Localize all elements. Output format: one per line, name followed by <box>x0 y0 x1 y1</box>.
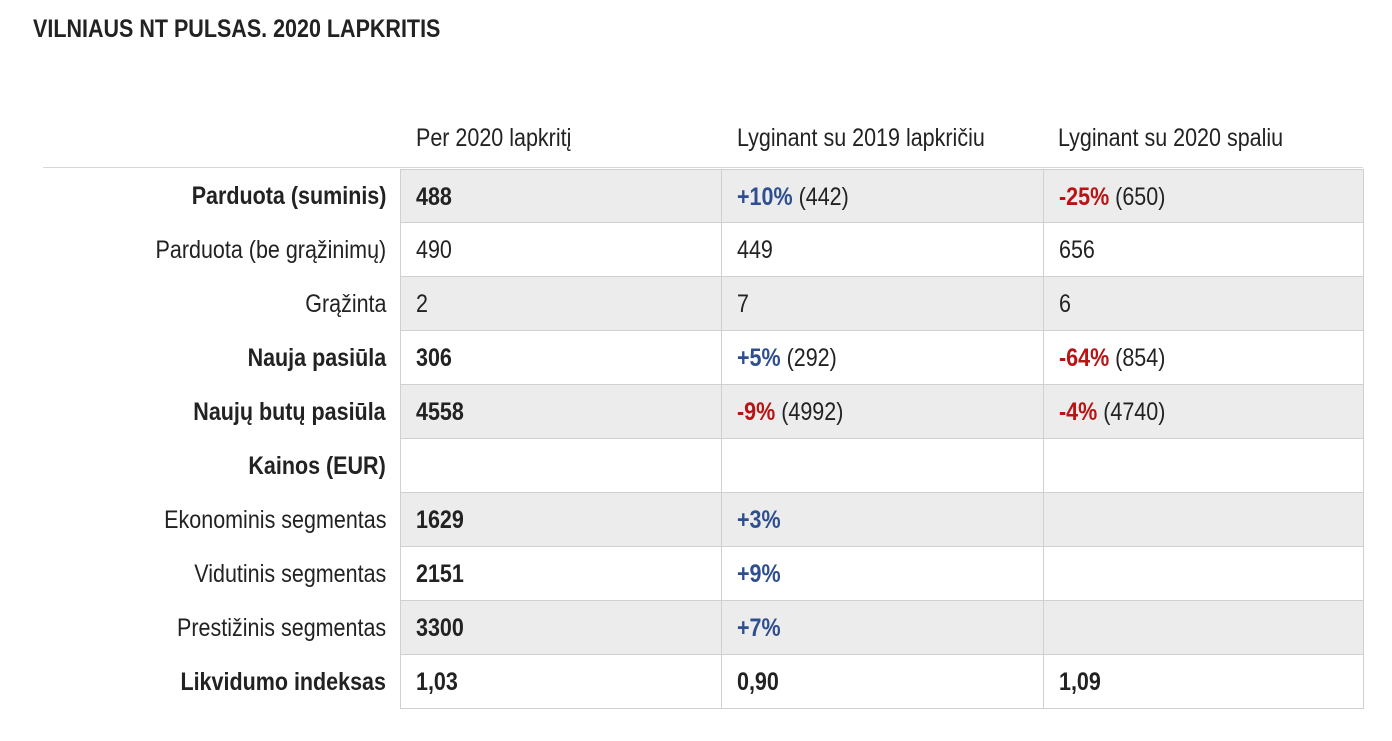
cell-current: 490 <box>400 223 722 277</box>
row-label: Kainos (EUR) <box>248 452 386 480</box>
cell-value: 488 <box>416 183 452 211</box>
row-label: Parduota (be grąžinimų) <box>155 236 386 264</box>
cell-vs-2019: +3% <box>721 493 1044 547</box>
table-row-liquidity-index: Likvidumo indeksas 1,03 0,90 1,09 <box>0 655 1392 709</box>
cell-vs-prev-month: 656 <box>1043 223 1364 277</box>
cell-vs-prev-month: -64% (854) <box>1043 331 1364 385</box>
change-value: +3% <box>737 506 781 534</box>
cell-value: 490 <box>416 236 452 264</box>
cell-value: 1629 <box>416 506 464 534</box>
change-value: -9% <box>737 398 776 426</box>
cell-vs-prev-month <box>1043 439 1364 493</box>
change-value: +9% <box>737 560 781 588</box>
row-label: Ekonominis segmentas <box>163 506 386 534</box>
table-row-new-supply: Nauja pasiūla 306 +5% (292) -64% (854) <box>0 331 1392 385</box>
cell-value: 656 <box>1059 236 1095 264</box>
cell-vs-2019: +10% (442) <box>721 169 1044 223</box>
cell-value: 2151 <box>416 560 464 588</box>
cell-vs-prev-month: 6 <box>1043 277 1364 331</box>
row-label: Grąžinta <box>304 290 386 318</box>
cell-current: 2151 <box>400 547 722 601</box>
column-header-vs-2019: Lyginant su 2019 lapkričiu <box>737 124 985 152</box>
cell-vs-2019: 7 <box>721 277 1044 331</box>
table-row-returned: Grąžinta 2 7 6 <box>0 277 1392 331</box>
cell-vs-prev-month <box>1043 601 1364 655</box>
cell-vs-2019: 0,90 <box>721 655 1044 709</box>
row-label: Nauja pasiūla <box>247 344 386 372</box>
cell-vs-prev-month: -4% (4740) <box>1043 385 1364 439</box>
cell-vs-2019 <box>721 439 1044 493</box>
cell-value: 3300 <box>416 614 464 642</box>
cell-value: 2 <box>416 290 428 318</box>
cell-current: 4558 <box>400 385 722 439</box>
cell-value: 0,90 <box>737 668 779 696</box>
table-row-sold-total: Parduota (suminis) 488 +10% (442) -25% (… <box>0 169 1392 223</box>
cell-vs-2019: -9% (4992) <box>721 385 1044 439</box>
reference-value: (292) <box>786 344 837 372</box>
header-divider <box>43 167 1363 168</box>
change-value: +5% <box>737 344 781 372</box>
cell-current: 1,03 <box>400 655 722 709</box>
cell-current: 1629 <box>400 493 722 547</box>
table-row-sold-net: Parduota (be grąžinimų) 490 449 656 <box>0 223 1392 277</box>
cell-value: 449 <box>737 236 773 264</box>
cell-vs-2019: +5% (292) <box>721 331 1044 385</box>
table-row-middle-segment: Vidutinis segmentas 2151 +9% <box>0 547 1392 601</box>
cell-vs-2019: +7% <box>721 601 1044 655</box>
cell-value: 306 <box>416 344 452 372</box>
row-label: Naujų butų pasiūla <box>193 398 386 426</box>
cell-value: 6 <box>1059 290 1071 318</box>
row-label: Likvidumo indeksas <box>180 668 386 696</box>
reference-value: (4992) <box>781 398 844 426</box>
row-label: Vidutinis segmentas <box>193 560 386 588</box>
cell-current: 2 <box>400 277 722 331</box>
change-value: -4% <box>1059 398 1098 426</box>
cell-vs-prev-month: -25% (650) <box>1043 169 1364 223</box>
cell-current: 306 <box>400 331 722 385</box>
change-value: +7% <box>737 614 781 642</box>
reference-value: (442) <box>798 183 849 211</box>
change-value: -64% <box>1059 344 1110 372</box>
cell-value: 7 <box>737 290 749 318</box>
table-row-new-apartments-supply: Naujų butų pasiūla 4558 -9% (4992) -4% (… <box>0 385 1392 439</box>
cell-vs-prev-month <box>1043 493 1364 547</box>
column-header-current: Per 2020 lapkritį <box>416 124 572 152</box>
page-title: VILNIAUS NT PULSAS. 2020 LAPKRITIS <box>33 15 441 43</box>
column-header-vs-prev-month: Lyginant su 2020 spaliu <box>1058 124 1284 152</box>
table-row-premium-segment: Prestižinis segmentas 3300 +7% <box>0 601 1392 655</box>
cell-value: 4558 <box>416 398 464 426</box>
cell-vs-2019: 449 <box>721 223 1044 277</box>
change-value: +10% <box>737 183 793 211</box>
row-label: Prestižinis segmentas <box>176 614 386 642</box>
cell-vs-prev-month <box>1043 547 1364 601</box>
reference-value: (854) <box>1115 344 1166 372</box>
cell-value: 1,03 <box>416 668 458 696</box>
cell-vs-prev-month: 1,09 <box>1043 655 1364 709</box>
cell-current: 488 <box>400 169 722 223</box>
table-row-economy-segment: Ekonominis segmentas 1629 +3% <box>0 493 1392 547</box>
table-row-prices-heading: Kainos (EUR) <box>0 439 1392 493</box>
cell-value: 1,09 <box>1059 668 1101 696</box>
cell-current <box>400 439 722 493</box>
reference-value: (650) <box>1115 183 1166 211</box>
cell-current: 3300 <box>400 601 722 655</box>
change-value: -25% <box>1059 183 1110 211</box>
row-label: Parduota (suminis) <box>191 182 386 210</box>
reference-value: (4740) <box>1103 398 1166 426</box>
cell-vs-2019: +9% <box>721 547 1044 601</box>
